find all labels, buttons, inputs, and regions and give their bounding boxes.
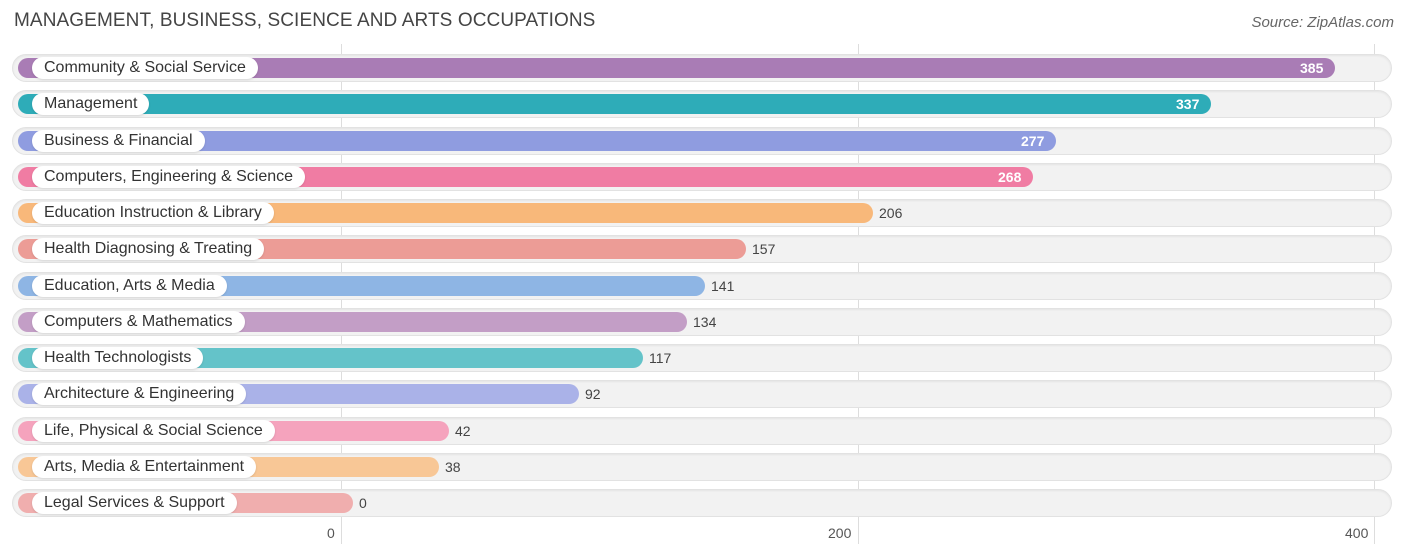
- bar: [18, 94, 1211, 114]
- value-label: 277: [1021, 133, 1045, 149]
- value-label: 385: [1300, 60, 1324, 76]
- value-label: 38: [445, 459, 461, 475]
- category-label: Legal Services & Support: [32, 492, 237, 514]
- value-label: 206: [879, 205, 903, 221]
- category-label: Arts, Media & Entertainment: [32, 456, 257, 478]
- value-label: 337: [1176, 96, 1200, 112]
- source-label: Source: ZipAtlas.com: [1251, 14, 1394, 31]
- category-label: Health Diagnosing & Treating: [32, 238, 265, 260]
- category-label: Management: [32, 93, 150, 115]
- x-tick-label: 0: [327, 525, 335, 541]
- category-label: Health Technologists: [32, 347, 204, 369]
- category-label: Architecture & Engineering: [32, 383, 247, 405]
- value-label: 157: [752, 241, 776, 257]
- value-label: 92: [585, 386, 601, 402]
- category-label: Computers, Engineering & Science: [32, 166, 306, 188]
- value-label: 141: [711, 278, 735, 294]
- category-label: Community & Social Service: [32, 57, 258, 79]
- x-tick-label: 200: [828, 525, 852, 541]
- category-label: Education, Arts & Media: [32, 275, 227, 297]
- x-tick-label: 400: [1345, 525, 1369, 541]
- value-label: 42: [455, 423, 471, 439]
- value-label: 134: [693, 314, 717, 330]
- category-label: Business & Financial: [32, 130, 205, 152]
- bar: [18, 58, 1335, 78]
- value-label: 268: [998, 169, 1022, 185]
- value-label: 117: [649, 350, 672, 366]
- chart-title: MANAGEMENT, BUSINESS, SCIENCE AND ARTS O…: [14, 10, 596, 31]
- bar: [18, 131, 1056, 151]
- category-label: Education Instruction & Library: [32, 202, 274, 224]
- category-label: Computers & Mathematics: [32, 311, 245, 333]
- category-label: Life, Physical & Social Science: [32, 420, 275, 442]
- value-label: 0: [359, 495, 367, 511]
